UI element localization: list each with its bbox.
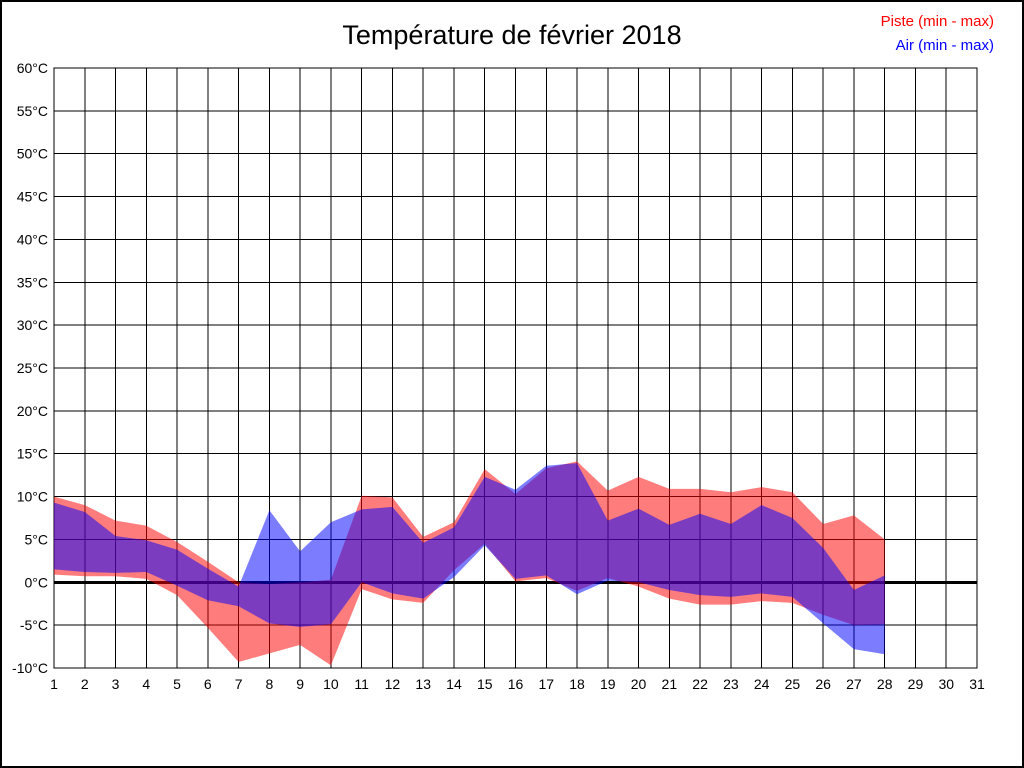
y-tick-label: 60°C (17, 60, 48, 76)
x-tick-label: 7 (235, 676, 243, 692)
y-tick-labels: 60°C 55°C 50°C 45°C 40°C 35°C 30°C 25°C 20°C 15°C… (12, 60, 48, 676)
y-tick-label: -10°C (12, 660, 48, 676)
x-tick-label: 14 (446, 676, 462, 692)
x-tick-label: 24 (754, 676, 770, 692)
x-tick-label: 5 (173, 676, 181, 692)
x-tick-label: 31 (969, 676, 985, 692)
x-tick-label: 17 (538, 676, 554, 692)
x-tick-label: 12 (385, 676, 401, 692)
x-tick-label: 20 (631, 676, 647, 692)
x-tick-label: 29 (908, 676, 924, 692)
x-tick-label: 4 (142, 676, 150, 692)
legend-item-air: Air (min - max) (895, 37, 994, 54)
x-tick-label: 8 (265, 676, 273, 692)
x-tick-label: 28 (877, 676, 893, 692)
y-tick-label: 35°C (17, 274, 48, 290)
legend: Piste (min - max) Air (min - max) (881, 10, 994, 58)
x-tick-label: 21 (662, 676, 678, 692)
x-tick-label: 19 (600, 676, 616, 692)
legend-item-piste: Piste (min - max) (880, 13, 994, 30)
x-tick-label: 11 (354, 676, 369, 692)
y-tick-label: 30°C (17, 317, 48, 333)
x-tick-label: 23 (723, 676, 739, 692)
x-tick-label: 18 (569, 676, 585, 692)
x-tick-label: 25 (785, 676, 801, 692)
x-tick-label: 30 (938, 676, 954, 692)
y-tick-label: 45°C (17, 189, 48, 205)
y-tick-label: 10°C (17, 489, 48, 505)
x-tick-label: 16 (508, 676, 524, 692)
x-tick-label: 22 (692, 676, 708, 692)
y-tick-label: 20°C (17, 403, 48, 419)
x-tick-label: 15 (477, 676, 493, 692)
x-tick-label: 1 (50, 676, 58, 692)
y-tick-label: 25°C (17, 360, 48, 376)
x-tick-label: 3 (112, 676, 120, 692)
y-tick-label: 50°C (17, 146, 48, 162)
x-tick-label: 27 (846, 676, 862, 692)
x-tick-label: 13 (415, 676, 431, 692)
chart-title: Température de février 2018 (342, 20, 682, 50)
x-tick-label: 10 (323, 676, 339, 692)
y-tick-label: 40°C (17, 231, 48, 247)
x-tick-label: 2 (81, 676, 89, 692)
x-tick-label: 9 (296, 676, 304, 692)
y-tick-label: 0°C (25, 574, 49, 590)
x-tick-labels: 1 2 3 4 5 6 7 8 9 10 11 12 13 14 15 16 17 18 19 20 21 22 23 24 2… (50, 676, 985, 692)
y-tick-label: 15°C (17, 446, 48, 462)
y-tick-label: 55°C (17, 103, 48, 119)
x-tick-label: 26 (815, 676, 831, 692)
y-tick-label: 5°C (25, 531, 49, 547)
y-tick-label: -5°C (20, 617, 48, 633)
x-tick-label: 6 (204, 676, 212, 692)
air-band (54, 463, 885, 655)
